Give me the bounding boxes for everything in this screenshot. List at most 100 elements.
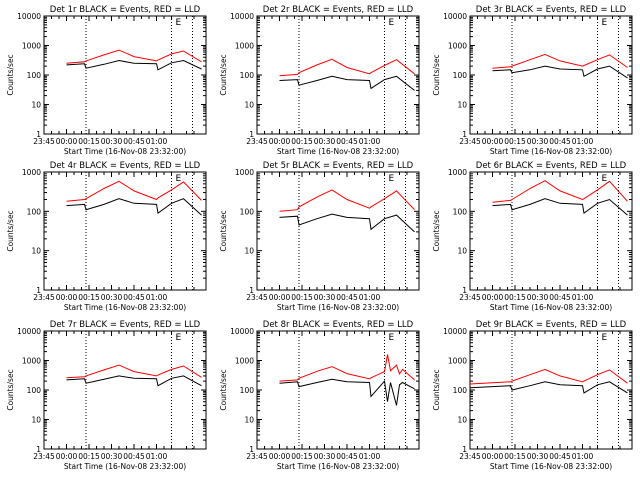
y-tick-label: 1 <box>249 130 254 139</box>
x-tick-label: 23:45 <box>246 293 268 302</box>
x-tick-label: 23:45 <box>459 293 481 302</box>
x-tick-label: 00:15 <box>291 293 313 302</box>
x-axis-label: Start Time (16-Nov-08 23:32:00) <box>490 147 612 156</box>
chart-title: Det 1r BLACK = Events, RED = LLD <box>50 5 201 15</box>
x-tick-label: 01:00 <box>359 293 381 302</box>
x-tick-label: 00:15 <box>78 452 100 461</box>
x-tick-label: 00:45 <box>123 452 145 461</box>
x-axis-label: Start Time (16-Nov-08 23:32:00) <box>64 303 186 312</box>
x-tick-label: 00:00 <box>269 452 291 461</box>
y-tick-label: 1000 <box>235 357 254 366</box>
y-axis-label: Counts/sec <box>219 369 228 410</box>
chart-panel-4: Det 4r BLACK = Events, RED = LLD 1 10 100 10… <box>6 161 207 312</box>
x-tick-label: 00:00 <box>482 293 504 302</box>
y-tick-label: 100 <box>453 71 468 80</box>
lld-series-line <box>279 189 415 212</box>
x-tick-label: 00:45 <box>123 137 145 146</box>
y-tick-label: 1000 <box>235 168 254 177</box>
x-tick-label: 00:45 <box>549 137 571 146</box>
y-tick-label: 1000 <box>22 42 41 51</box>
y-tick-label: 100 <box>240 386 255 395</box>
y-tick-label: 10000 <box>17 327 41 336</box>
y-tick-label: 10 <box>31 247 41 256</box>
x-tick-label: 00:30 <box>314 293 336 302</box>
x-tick-label: 00:15 <box>291 137 313 146</box>
x-tick-label: 00:45 <box>336 293 358 302</box>
x-tick-label: 01:00 <box>572 137 594 146</box>
x-tick-label: 00:00 <box>269 293 291 302</box>
x-axis-label: Start Time (16-Nov-08 23:32:00) <box>490 462 612 471</box>
x-tick-label: 00:30 <box>314 452 336 461</box>
x-tick-label: 00:15 <box>78 137 100 146</box>
y-tick-label: 1 <box>249 286 254 295</box>
chart-title: Det 4r BLACK = Events, RED = LLD <box>50 161 201 171</box>
y-axis-label: Counts/sec <box>432 210 441 251</box>
y-tick-label: 1 <box>462 286 467 295</box>
chart-panel-3: Det 3r BLACK = Events, RED = LLD 1 10 100 10… <box>432 5 633 156</box>
x-tick-label: 00:45 <box>123 293 145 302</box>
chart-panel-2: Det 2r BLACK = Events, RED = LLD 1 10 100 10… <box>219 5 420 156</box>
x-tick-label: 00:30 <box>101 452 123 461</box>
e-marker-label: E <box>602 333 608 343</box>
y-tick-label: 1 <box>462 445 467 454</box>
plot-frame <box>43 330 207 450</box>
e-marker-label: E <box>176 174 182 184</box>
events-series-line <box>279 213 415 233</box>
x-tick-label: 01:00 <box>146 293 168 302</box>
plot-frame <box>256 15 420 135</box>
y-tick-label: 10 <box>457 247 467 256</box>
x-axis-label: Start Time (16-Nov-08 23:32:00) <box>277 147 399 156</box>
lld-series-line <box>279 58 415 77</box>
lld-series-line <box>492 53 628 69</box>
y-tick-label: 1 <box>36 130 41 139</box>
e-marker-label: E <box>389 174 395 184</box>
x-tick-label: 01:00 <box>359 452 381 461</box>
plot-frame <box>469 171 633 291</box>
x-tick-label: 00:15 <box>504 452 526 461</box>
y-tick-label: 10 <box>244 416 254 425</box>
x-tick-label: 23:45 <box>33 452 55 461</box>
y-tick-label: 10 <box>244 101 254 110</box>
y-tick-label: 10000 <box>443 12 467 21</box>
y-axis-label: Counts/sec <box>219 210 228 251</box>
y-axis-label: Counts/sec <box>432 369 441 410</box>
y-tick-label: 1000 <box>448 42 467 51</box>
chart-panel-8: Det 8r BLACK = Events, RED = LLD 1 10 100 10… <box>219 320 420 471</box>
x-tick-label: 01:00 <box>572 452 594 461</box>
x-tick-label: 23:45 <box>33 293 55 302</box>
plot-frame <box>256 330 420 450</box>
plot-frame <box>469 15 633 135</box>
y-tick-label: 1 <box>462 130 467 139</box>
e-marker-label: E <box>602 174 608 184</box>
events-series-line <box>279 378 415 406</box>
chart-panel-1: Det 1r BLACK = Events, RED = LLD 1 10 100 10… <box>6 5 207 156</box>
y-tick-label: 10000 <box>17 12 41 21</box>
y-tick-label: 1000 <box>22 168 41 177</box>
x-tick-label: 01:00 <box>572 293 594 302</box>
x-tick-label: 00:00 <box>269 137 291 146</box>
y-tick-label: 10 <box>31 416 41 425</box>
y-axis-label: Counts/sec <box>219 54 228 95</box>
chart-title: Det 3r BLACK = Events, RED = LLD <box>476 5 627 15</box>
y-axis-label: Counts/sec <box>6 54 15 95</box>
x-axis-label: Start Time (16-Nov-08 23:32:00) <box>490 303 612 312</box>
lld-series-line <box>66 364 202 379</box>
x-tick-label: 01:00 <box>359 137 381 146</box>
chart-title: Det 7r BLACK = Events, RED = LLD <box>50 320 201 330</box>
x-tick-label: 00:45 <box>336 452 358 461</box>
x-tick-label: 00:00 <box>56 293 78 302</box>
x-tick-label: 23:45 <box>246 137 268 146</box>
x-tick-label: 01:00 <box>146 452 168 461</box>
plot-frame <box>469 330 633 450</box>
y-tick-label: 1000 <box>235 42 254 51</box>
chart-title: Det 6r BLACK = Events, RED = LLD <box>476 161 627 171</box>
x-tick-label: 00:15 <box>504 137 526 146</box>
x-tick-label: 00:00 <box>482 137 504 146</box>
y-tick-label: 10 <box>244 247 254 256</box>
x-tick-label: 00:45 <box>549 452 571 461</box>
y-axis-label: Counts/sec <box>6 210 15 251</box>
y-tick-label: 1000 <box>22 357 41 366</box>
y-tick-label: 100 <box>27 71 42 80</box>
x-axis-label: Start Time (16-Nov-08 23:32:00) <box>277 462 399 471</box>
e-marker-label: E <box>176 18 182 28</box>
